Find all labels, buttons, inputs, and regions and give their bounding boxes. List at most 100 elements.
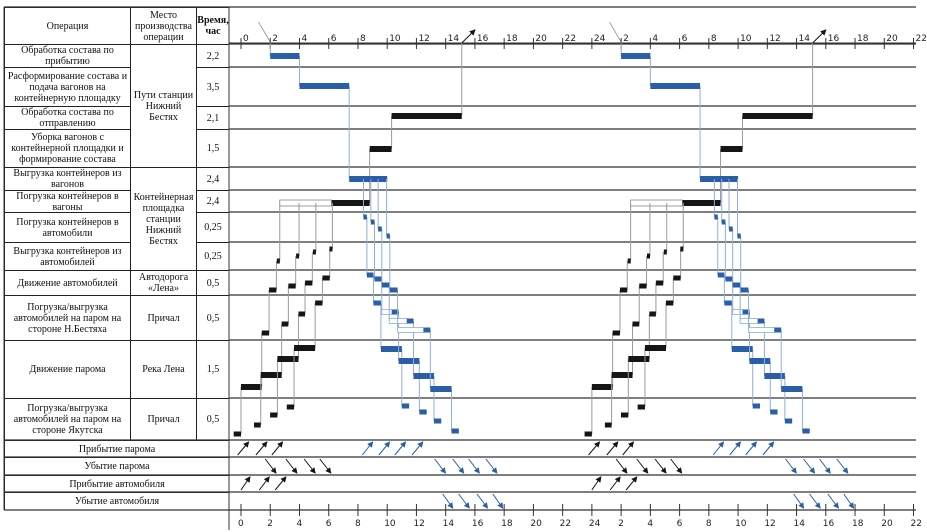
black-mark: [305, 280, 313, 286]
blue-mark: [784, 418, 793, 424]
blue-mark: [423, 327, 431, 333]
blue-mark-reserve: [381, 309, 393, 315]
top-tick-label: 10: [389, 34, 401, 44]
ferry-departure-arrow: [785, 458, 797, 474]
black-mark: [632, 321, 640, 327]
blue-mark: [714, 214, 718, 220]
bottom-tick-label: 4: [647, 519, 653, 529]
blue-mark: [406, 318, 414, 324]
blue-mark: [717, 272, 725, 278]
bottom-tick-label: 8: [355, 519, 361, 529]
top-tick-label: 20: [535, 34, 547, 44]
blue-mark: [737, 233, 741, 239]
black-mark: [260, 372, 282, 378]
blue-mark: [386, 233, 390, 239]
time-cell: 2,4: [196, 190, 229, 212]
black-mark: [298, 311, 306, 317]
bottom-tick-label: 12: [764, 519, 775, 529]
blue-mark: [802, 428, 810, 434]
main-bar: [349, 176, 388, 182]
blue-mark: [366, 272, 374, 278]
bottom-tick-label: 6: [326, 519, 332, 529]
car-departure-arrow: [793, 493, 805, 509]
black-mark: [329, 246, 333, 252]
main-bar-reserve: [630, 199, 683, 207]
bottom-tick-label: 20: [530, 519, 542, 529]
main-bar: [682, 200, 721, 206]
ferry-departure-arrow: [452, 458, 465, 474]
time-cell: 1,5: [196, 129, 229, 167]
blue-mark: [433, 418, 442, 424]
blue-mark: [391, 309, 399, 315]
blue-mark: [732, 282, 741, 288]
bottom-tick-label: 16: [823, 519, 835, 529]
top-tick-label: 24: [594, 34, 606, 44]
ferry-arrival-arrow: [394, 441, 407, 456]
main-bar: [650, 83, 701, 89]
blue-mark: [742, 309, 750, 315]
black-mark: [663, 249, 667, 255]
departure-arrow: [812, 29, 827, 44]
blue-mark: [380, 346, 402, 352]
ferry-arrival-arrow: [712, 441, 725, 456]
main-bar: [742, 113, 813, 119]
arrival-pointer: [609, 21, 622, 43]
car-departure-arrow: [809, 493, 821, 509]
black-mark: [322, 275, 330, 281]
ferry-departure-arrow: [654, 458, 667, 474]
ferry-departure-arrow: [836, 458, 849, 474]
ferry-departure-arrow: [615, 458, 628, 474]
car-arrival-arrow: [591, 476, 602, 491]
main-bar: [720, 146, 743, 152]
blue-mark: [781, 386, 803, 392]
blue-mark-reserve: [748, 327, 775, 333]
blue-mark: [757, 318, 765, 324]
top-tick-label: 16: [477, 34, 489, 44]
place-cell: Причал: [130, 295, 196, 340]
black-mark: [612, 330, 620, 336]
top-tick-label: 22: [565, 34, 576, 44]
time-cell: 0,25: [196, 242, 229, 270]
blue-mark: [774, 327, 782, 333]
blue-mark: [401, 403, 410, 409]
black-mark: [620, 412, 629, 418]
top-tick-label: 16: [828, 34, 840, 44]
bottom-tick-label: 18: [852, 519, 864, 529]
blue-mark: [413, 373, 434, 379]
ferry-arrival-arrow: [745, 441, 757, 456]
blue-mark: [378, 226, 382, 232]
blue-mark: [764, 373, 785, 379]
black-mark: [644, 345, 667, 351]
main-bar: [299, 83, 350, 89]
ferry-arrival-arrow: [361, 441, 374, 456]
blue-mark: [740, 287, 749, 293]
black-mark: [655, 280, 664, 286]
time-cell: 2,2: [196, 44, 229, 67]
black-mark: [315, 300, 323, 306]
blue-mark: [419, 409, 427, 415]
top-tick-label: 18: [857, 34, 869, 44]
ferry-departure-arrow: [264, 458, 277, 474]
time-cell: 0,5: [196, 270, 229, 295]
bottom-tick-label: 4: [296, 519, 302, 529]
top-tick-label: 0: [243, 34, 249, 44]
ferry-departure-arrow: [670, 458, 683, 474]
bottom-tick-label: 10: [384, 519, 396, 529]
place-cell: Река Лена: [130, 340, 196, 398]
main-bar: [391, 113, 462, 119]
bottom-tick-label: 2: [618, 519, 624, 529]
blue-mark: [451, 428, 459, 434]
ferry-departure-arrow: [285, 458, 298, 474]
blue-mark: [373, 300, 381, 306]
blue-mark: [725, 276, 733, 282]
blue-mark: [389, 287, 398, 293]
bottom-tick-label: 24: [589, 519, 601, 529]
time-cell: 0,5: [196, 398, 229, 440]
ferry-departure-arrow: [485, 458, 498, 474]
ferry-arrival-arrow: [411, 441, 424, 456]
ferry-arrival-arrow: [588, 441, 601, 456]
top-tick-label: 18: [506, 34, 518, 44]
top-tick-label: 2: [272, 34, 278, 44]
